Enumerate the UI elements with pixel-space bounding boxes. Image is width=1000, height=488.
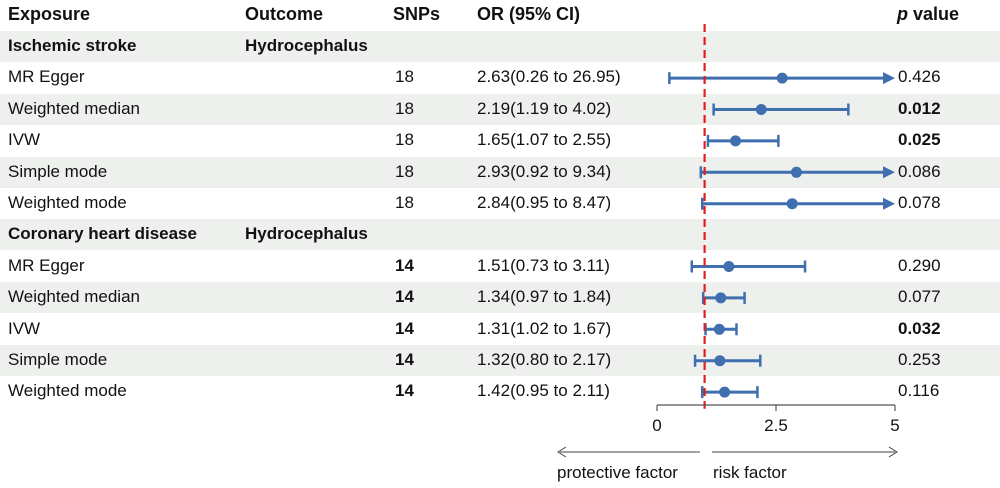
row-or-ci: 2.63(0.26 to 26.95) <box>477 67 621 87</box>
row-method: MR Egger <box>8 255 85 275</box>
x-axis-tick-label: 2.5 <box>764 416 788 435</box>
protective-factor-label: protective factor <box>557 463 678 482</box>
row-method: IVW <box>8 130 41 150</box>
row-method: Weighted median <box>8 98 140 118</box>
row-snps: 18 <box>395 67 414 87</box>
row-snps: 18 <box>395 130 414 150</box>
row-p-value: 0.078 <box>898 193 941 212</box>
row-snps: 18 <box>395 161 414 181</box>
or-point <box>790 166 802 178</box>
row-band <box>0 282 1000 314</box>
risk-factor-label: risk factor <box>713 463 787 482</box>
row-or-ci: 2.19(1.19 to 4.02) <box>477 98 612 118</box>
ci-arrow-head <box>883 72 895 85</box>
x-axis-tick-label: 0 <box>652 416 661 435</box>
or-point <box>730 135 742 147</box>
row-p-value: 0.012 <box>898 98 941 118</box>
row-snps: 14 <box>395 255 414 275</box>
or-point <box>786 198 798 210</box>
row-snps: 18 <box>395 98 414 118</box>
row-p-value: 0.086 <box>898 161 941 181</box>
or-point <box>719 386 731 398</box>
row-or-ci: 1.32(0.80 to 2.17) <box>477 350 612 369</box>
header-or: OR (95% CI) <box>477 4 581 24</box>
row-band <box>0 31 1000 62</box>
row-p-value: 0.025 <box>898 130 941 150</box>
group-outcome: Hydrocephalus <box>245 224 368 244</box>
header-outcome: Outcome <box>245 4 324 24</box>
protective-arrow-head <box>557 446 567 458</box>
row-method: Weighted mode <box>8 193 127 212</box>
row-band <box>0 219 1000 251</box>
row-p-value: 0.426 <box>898 67 941 87</box>
header-p-value: p value <box>897 4 959 25</box>
or-point <box>715 292 727 304</box>
row-or-ci: 1.34(0.97 to 1.84) <box>477 287 612 307</box>
group-outcome: Hydrocephalus <box>245 36 368 55</box>
x-axis-tick-label: 5 <box>890 416 899 435</box>
or-point <box>755 104 767 115</box>
row-snps: 14 <box>395 287 414 307</box>
row-snps: 18 <box>395 193 414 212</box>
row-snps: 14 <box>395 381 414 401</box>
row-snps: 14 <box>395 318 414 338</box>
row-p-value: 0.032 <box>898 318 941 338</box>
risk-arrow-head <box>888 446 898 458</box>
row-method: Weighted median <box>8 287 140 307</box>
row-band <box>0 345 1000 376</box>
or-point <box>776 72 788 84</box>
header-p-rest: value <box>908 4 960 24</box>
row-p-value: 0.253 <box>898 350 941 369</box>
row-method: Simple mode <box>8 350 108 369</box>
row-method: IVW <box>8 318 41 338</box>
or-point <box>714 355 726 367</box>
or-point <box>713 323 725 335</box>
row-or-ci: 1.51(0.73 to 3.11) <box>477 255 610 275</box>
row-p-value: 0.290 <box>898 255 941 275</box>
or-point <box>723 261 735 272</box>
row-or-ci: 1.31(1.02 to 1.67) <box>477 318 612 338</box>
header-p-italic: p <box>897 4 908 24</box>
row-p-value: 0.077 <box>898 287 941 307</box>
row-or-ci: 1.65(1.07 to 2.55) <box>477 130 612 150</box>
header-snps: SNPs <box>393 4 441 24</box>
row-or-ci: 2.93(0.92 to 9.34) <box>477 161 612 181</box>
row-p-value: 0.116 <box>898 381 940 401</box>
row-method: MR Egger <box>8 67 85 87</box>
group-exposure: Ischemic stroke <box>8 36 137 55</box>
group-exposure: Coronary heart disease <box>8 224 197 244</box>
header-exposure: Exposure <box>8 4 91 24</box>
row-method: Weighted mode <box>8 381 127 401</box>
row-or-ci: 2.84(0.95 to 8.47) <box>477 193 612 212</box>
ci-arrow-head <box>883 166 895 179</box>
row-or-ci: 1.42(0.95 to 2.11) <box>477 381 610 401</box>
row-method: Simple mode <box>8 161 108 181</box>
row-snps: 14 <box>395 350 414 369</box>
ci-arrow-head <box>883 197 895 210</box>
